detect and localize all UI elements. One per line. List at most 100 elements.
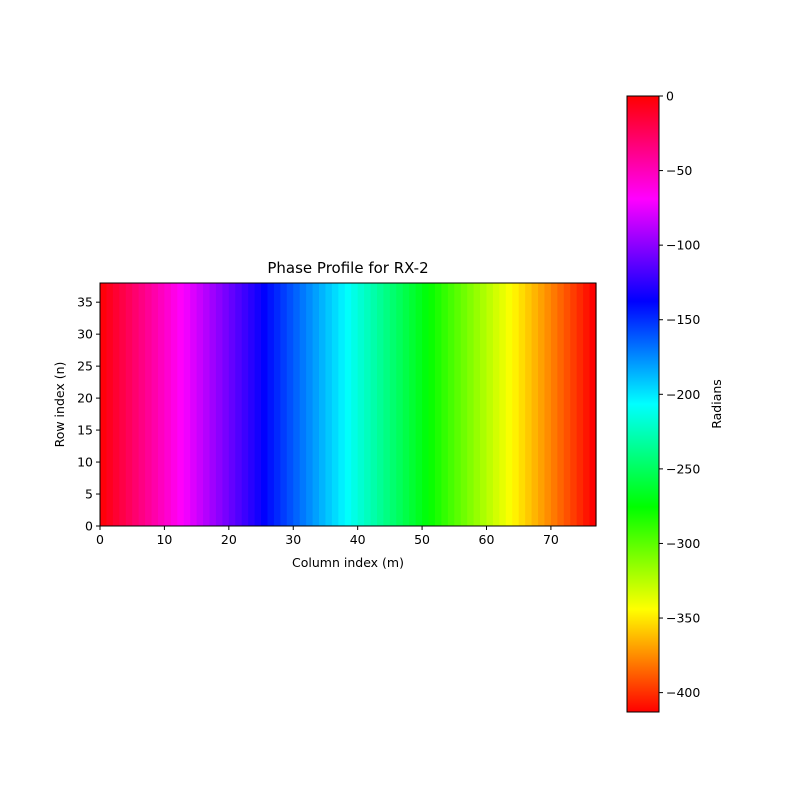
heatmap-column bbox=[164, 283, 172, 526]
heatmap-column bbox=[460, 283, 468, 526]
heatmap-column bbox=[402, 283, 410, 526]
heatmap-column bbox=[112, 283, 120, 526]
heatmap-column bbox=[106, 283, 114, 526]
x-axis: 0 10 20 30 40 50 60 70 bbox=[96, 526, 559, 547]
heatmap-column bbox=[480, 283, 488, 526]
heatmap-column bbox=[319, 283, 327, 526]
colorbar-tick-label: −350 bbox=[666, 611, 700, 626]
heatmap-column bbox=[473, 283, 481, 526]
heatmap-column bbox=[280, 283, 288, 526]
heatmap-column bbox=[589, 283, 597, 526]
heatmap-column bbox=[486, 283, 494, 526]
heatmap-column bbox=[125, 283, 133, 526]
heatmap-column bbox=[415, 283, 423, 526]
heatmap-column bbox=[441, 283, 449, 526]
heatmap-column bbox=[428, 283, 436, 526]
x-tick-label: 60 bbox=[479, 532, 495, 547]
x-tick-label: 40 bbox=[350, 532, 366, 547]
heatmap-column bbox=[254, 283, 262, 526]
x-tick-label: 50 bbox=[414, 532, 430, 547]
heatmap-column bbox=[267, 283, 275, 526]
x-tick-label: 20 bbox=[221, 532, 237, 547]
colorbar-tick-label: −50 bbox=[666, 163, 692, 178]
heatmap-column bbox=[557, 283, 565, 526]
heatmap-column bbox=[583, 283, 591, 526]
heatmap-column bbox=[331, 283, 339, 526]
colorbar-tick-label: −300 bbox=[666, 536, 700, 551]
heatmap-column bbox=[364, 283, 372, 526]
heatmap-column bbox=[531, 283, 539, 526]
heatmap-column bbox=[151, 283, 159, 526]
y-tick-label: 35 bbox=[77, 295, 93, 310]
heatmap-column bbox=[145, 283, 153, 526]
heatmap-column bbox=[196, 283, 204, 526]
heatmap-column bbox=[344, 283, 352, 526]
x-tick-label: 30 bbox=[285, 532, 301, 547]
heatmap-column bbox=[119, 283, 127, 526]
heatmap-column bbox=[235, 283, 243, 526]
heatmap-column bbox=[563, 283, 571, 526]
heatmap-column bbox=[293, 283, 301, 526]
heatmap-column bbox=[376, 283, 385, 526]
heatmap-column bbox=[215, 283, 223, 526]
x-tick-label: 10 bbox=[156, 532, 172, 547]
heatmap-column bbox=[396, 283, 404, 526]
heatmap-column bbox=[286, 283, 294, 526]
heatmap-column bbox=[177, 283, 185, 526]
y-tick-label: 10 bbox=[77, 455, 93, 470]
heatmap-column bbox=[499, 283, 507, 526]
x-axis-label: Column index (m) bbox=[292, 555, 404, 570]
heatmap-column bbox=[370, 283, 378, 526]
heatmap-column bbox=[383, 283, 391, 526]
heatmap-column bbox=[544, 283, 552, 526]
heatmap-column bbox=[157, 283, 166, 526]
heatmap-column bbox=[170, 283, 178, 526]
heatmap-column bbox=[222, 283, 230, 526]
x-tick-label: 0 bbox=[96, 532, 104, 547]
heatmap-column bbox=[409, 283, 417, 526]
colorbar-tick-label: −150 bbox=[666, 312, 700, 327]
heatmap-column bbox=[299, 283, 307, 526]
colorbar-tick-label: −250 bbox=[666, 461, 700, 476]
heatmap-column bbox=[100, 283, 108, 526]
heatmap-column bbox=[138, 283, 146, 526]
heatmap-column bbox=[550, 283, 558, 526]
heatmap-column bbox=[492, 283, 500, 526]
heatmap-column bbox=[538, 283, 546, 526]
y-tick-label: 20 bbox=[77, 391, 93, 406]
heatmap-column bbox=[525, 283, 533, 526]
heatmap-column bbox=[505, 283, 513, 526]
colorbar bbox=[626, 95, 660, 713]
heatmap-column bbox=[351, 283, 359, 526]
heatmap-column bbox=[422, 283, 430, 526]
colorbar-tick-label: 0 bbox=[666, 89, 674, 104]
heatmap-column bbox=[467, 283, 475, 526]
heatmap-column bbox=[261, 283, 269, 526]
heatmap-column bbox=[570, 283, 578, 526]
heatmap-column bbox=[447, 283, 455, 526]
colorbar-axis: 0 −50 −100 −150 −200 −250 −300 −350 −400 bbox=[659, 89, 700, 700]
colorbar-tick-label: −400 bbox=[666, 685, 700, 700]
colorbar-tick-label: −100 bbox=[666, 238, 700, 253]
heatmap bbox=[100, 283, 597, 526]
y-axis: 0 5 10 15 20 25 30 35 bbox=[77, 295, 100, 534]
heatmap-column bbox=[454, 283, 462, 526]
heatmap-column bbox=[248, 283, 256, 526]
heatmap-column bbox=[434, 283, 442, 526]
y-axis-label: Row index (n) bbox=[52, 362, 67, 448]
heatmap-column bbox=[183, 283, 191, 526]
heatmap-column bbox=[132, 283, 140, 526]
heatmap-column bbox=[241, 283, 249, 526]
heatmap-column bbox=[203, 283, 211, 526]
heatmap-column bbox=[576, 283, 584, 526]
heatmap-column bbox=[273, 283, 281, 526]
heatmap-column bbox=[338, 283, 346, 526]
heatmap-column bbox=[518, 283, 526, 526]
y-tick-label: 0 bbox=[85, 519, 93, 534]
chart-title: Phase Profile for RX-2 bbox=[267, 259, 428, 277]
heatmap-column bbox=[357, 283, 365, 526]
heatmap-column bbox=[228, 283, 236, 526]
colorbar-label: Radians bbox=[709, 379, 724, 429]
heatmap-column bbox=[312, 283, 320, 526]
